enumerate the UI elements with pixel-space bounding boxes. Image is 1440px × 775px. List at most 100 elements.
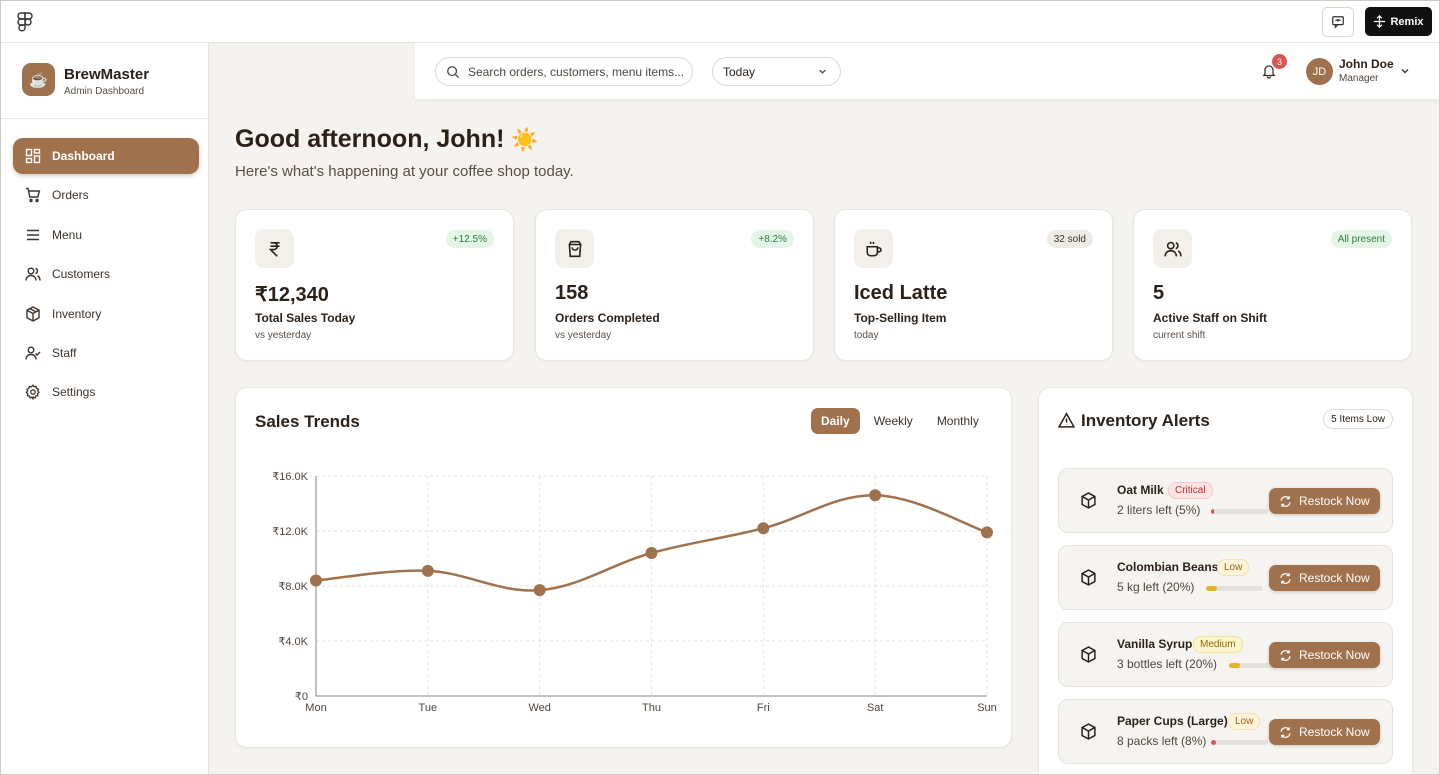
inventory-title: Inventory Alerts <box>1081 411 1210 431</box>
search-icon <box>446 65 460 79</box>
data-point <box>981 526 993 538</box>
period-value: Today <box>723 65 755 79</box>
y-tick-label: ₹4.0K <box>278 636 308 648</box>
sidebar-item-menu[interactable]: Menu <box>13 217 199 253</box>
chevron-down-icon <box>817 66 828 77</box>
inventory-item: Oat Milk Critical 2 liters left (5%) Res… <box>1058 468 1393 533</box>
users-icon <box>25 266 41 282</box>
comment-icon <box>1331 15 1345 29</box>
item-name: Paper Cups (Large) <box>1117 714 1228 728</box>
stat-value: 5 <box>1153 282 1164 305</box>
figma-logo-icon[interactable] <box>17 12 33 32</box>
stock-bar-fill <box>1211 740 1216 745</box>
refresh-icon <box>1279 726 1292 739</box>
x-tick-label: Wed <box>528 702 550 714</box>
data-point <box>534 584 546 596</box>
stat-subtext: vs yesterday <box>255 330 311 341</box>
package-icon <box>1080 492 1097 509</box>
top-bar: Remix <box>1 1 1440 43</box>
level-badge: Low <box>1228 713 1260 730</box>
users-icon <box>1153 229 1192 268</box>
item-name: Vanilla Syrup <box>1117 637 1192 651</box>
restock-label: Restock Now <box>1299 725 1370 739</box>
chevron-down-icon[interactable] <box>1399 65 1411 77</box>
refresh-icon <box>1279 649 1292 662</box>
inventory-item: Paper Cups (Large) Low 8 packs left (8%)… <box>1058 699 1393 764</box>
remix-button[interactable]: Remix <box>1365 7 1432 36</box>
stock-left: 2 liters left (5%) <box>1117 503 1200 517</box>
restock-button[interactable]: Restock Now <box>1269 642 1380 668</box>
restock-label: Restock Now <box>1299 648 1370 662</box>
rupee-icon <box>255 229 294 268</box>
header: Today 3 JD John Doe Manager <box>415 43 1440 99</box>
stat-subtext: current shift <box>1153 330 1205 341</box>
sun-icon: ☀️ <box>511 127 538 152</box>
data-point <box>422 565 434 577</box>
brand-subtitle: Admin Dashboard <box>64 86 144 97</box>
package-icon <box>25 306 41 322</box>
x-tick-label: Thu <box>642 702 661 714</box>
comment-button[interactable] <box>1322 7 1354 37</box>
coffee-cup-icon: ☕ <box>22 63 55 96</box>
user-role: Manager <box>1339 73 1378 84</box>
dashboard-icon <box>25 148 41 164</box>
package-icon <box>1080 646 1097 663</box>
restock-button[interactable]: Restock Now <box>1269 719 1380 745</box>
user-name[interactable]: John Doe <box>1339 57 1394 71</box>
period-select[interactable]: Today <box>712 57 841 86</box>
sidebar-item-orders[interactable]: Orders <box>13 177 199 213</box>
sidebar-nav: Dashboard Orders Menu Customers Inventor… <box>13 138 199 414</box>
sidebar: ☕ BrewMaster Admin Dashboard Dashboard O… <box>1 43 209 775</box>
search-input[interactable] <box>468 65 688 79</box>
stat-card-top-item: 32 sold Iced Latte Top-Selling Item toda… <box>834 209 1113 361</box>
data-point <box>646 547 658 559</box>
stock-left: 8 packs left (8%) <box>1117 734 1206 748</box>
search-box[interactable] <box>435 57 693 86</box>
stat-value: ₹12,340 <box>255 282 329 307</box>
brand: ☕ BrewMaster Admin Dashboard <box>1 43 209 119</box>
sidebar-item-customers[interactable]: Customers <box>13 256 199 292</box>
y-tick-label: ₹8.0K <box>278 581 308 593</box>
avatar[interactable]: JD <box>1306 58 1333 85</box>
stat-card-sales: +12.5% ₹12,340 Total Sales Today vs yest… <box>235 209 514 361</box>
sidebar-item-settings[interactable]: Settings <box>13 374 199 410</box>
restock-button[interactable]: Restock Now <box>1269 565 1380 591</box>
sales-trends-card: Sales Trends Daily Weekly Monthly ₹0 ₹4.0… <box>235 387 1012 748</box>
stock-bar-fill <box>1229 663 1240 668</box>
stock-bar <box>1211 740 1268 745</box>
notification-badge: 3 <box>1272 54 1287 69</box>
sales-line-chart: ₹0 ₹4.0K ₹8.0K ₹12.0K ₹16.0K Mon Tue Wed Thu Fri S… <box>236 388 1013 749</box>
trend-badge: +8.2% <box>751 230 794 248</box>
sidebar-item-inventory[interactable]: Inventory <box>13 296 199 332</box>
x-tick-label: Mon <box>305 702 326 714</box>
stock-left: 5 kg left (20%) <box>1117 580 1194 594</box>
gear-icon <box>25 384 41 400</box>
y-tick-label: ₹12.0K <box>272 526 308 538</box>
stat-value: 158 <box>555 282 588 305</box>
shopping-bag-icon <box>555 229 594 268</box>
level-badge: Medium <box>1193 636 1243 653</box>
stat-subtext: today <box>854 330 878 341</box>
sidebar-item-label: Settings <box>52 385 95 399</box>
low-count-badge: 5 Items Low <box>1323 409 1393 429</box>
sidebar-item-staff[interactable]: Staff <box>13 335 199 371</box>
refresh-icon <box>1279 572 1292 585</box>
stock-bar-fill <box>1211 509 1214 514</box>
user-check-icon <box>25 345 41 361</box>
item-name: Oat Milk <box>1117 483 1164 497</box>
data-point <box>757 522 769 534</box>
data-point <box>310 575 322 587</box>
cart-icon <box>25 187 41 203</box>
sidebar-item-label: Inventory <box>52 307 101 321</box>
warning-icon <box>1058 412 1075 429</box>
package-icon <box>1080 723 1097 740</box>
count-badge: 32 sold <box>1047 230 1093 248</box>
sidebar-item-label: Staff <box>52 346 76 360</box>
level-badge: Critical <box>1168 482 1213 499</box>
stat-label: Active Staff on Shift <box>1153 311 1267 325</box>
restock-button[interactable]: Restock Now <box>1269 488 1380 514</box>
stock-left: 3 bottles left (20%) <box>1117 657 1217 671</box>
inventory-alerts-card: Inventory Alerts 5 Items Low Oat Milk Cr… <box>1038 387 1413 775</box>
sidebar-item-dashboard[interactable]: Dashboard <box>13 138 199 174</box>
restock-label: Restock Now <box>1299 494 1370 508</box>
